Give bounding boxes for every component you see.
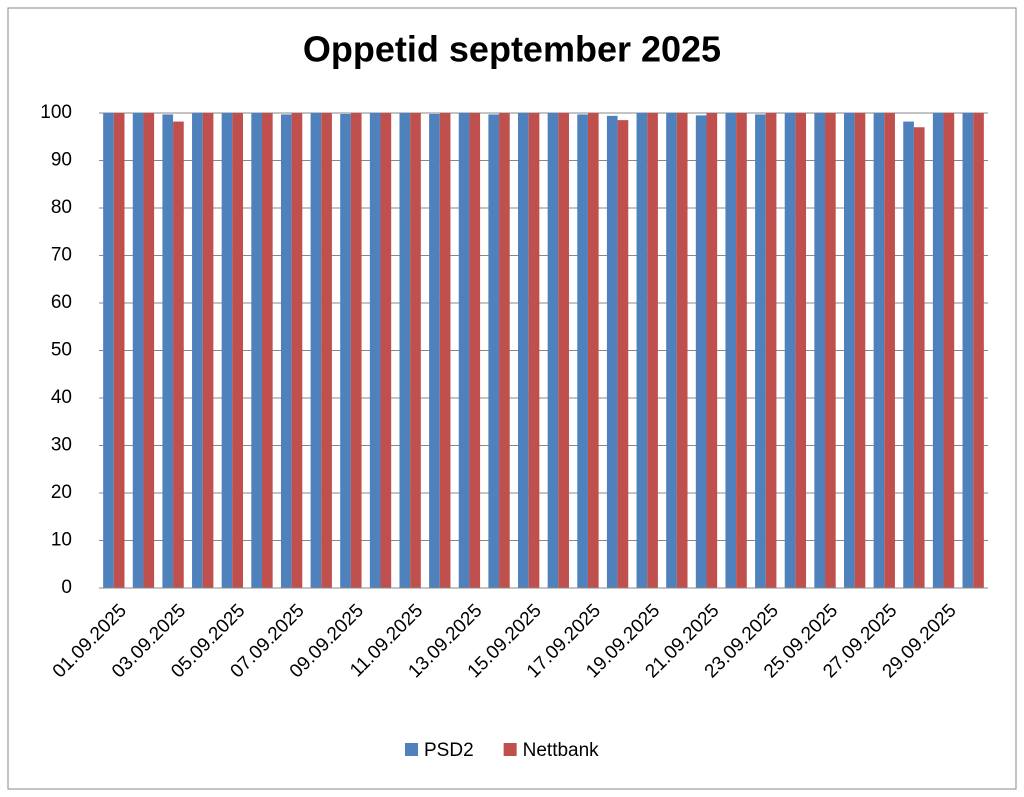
bar — [518, 113, 529, 588]
bar — [103, 113, 114, 588]
y-tick-label: 100 — [40, 102, 72, 123]
bar — [340, 113, 351, 588]
bar — [202, 113, 214, 588]
y-tick-label: 30 — [51, 435, 72, 456]
chart-title: Oppetid september 2025 — [303, 29, 721, 70]
bar — [162, 114, 174, 589]
bar — [488, 114, 500, 589]
bar — [399, 113, 411, 588]
bar — [458, 113, 470, 588]
bar — [843, 113, 855, 588]
bar — [280, 114, 292, 589]
bar — [606, 115, 618, 588]
y-tick-label: 80 — [51, 197, 72, 218]
bar — [784, 113, 796, 588]
bar — [725, 113, 737, 588]
bar — [973, 113, 984, 588]
bar — [873, 113, 885, 588]
legend-label: Nettbank — [523, 740, 600, 761]
y-tick-label: 40 — [51, 387, 72, 408]
bar — [469, 113, 481, 588]
y-tick-label: 70 — [51, 245, 72, 266]
bar — [943, 113, 955, 588]
bar — [251, 113, 262, 588]
y-tick-label: 50 — [51, 340, 72, 361]
bar — [232, 113, 244, 588]
bar — [814, 113, 826, 588]
bar — [755, 114, 766, 589]
bar — [617, 120, 629, 588]
bar — [192, 113, 203, 588]
bar — [577, 114, 588, 589]
y-tick-label: 20 — [51, 482, 72, 503]
bar — [913, 127, 925, 588]
bar — [173, 121, 184, 589]
legend-swatch — [405, 743, 418, 756]
bar — [439, 113, 451, 588]
bar — [695, 115, 707, 588]
bar — [547, 113, 559, 588]
legend-swatch — [503, 743, 517, 756]
legend-label: PSD2 — [424, 740, 474, 761]
bar — [380, 113, 392, 588]
bar — [291, 113, 303, 588]
bar — [647, 113, 658, 588]
bar — [795, 113, 807, 588]
bar — [261, 113, 273, 588]
bar — [765, 113, 777, 588]
bar — [676, 113, 688, 588]
y-tick-label: 0 — [61, 577, 72, 598]
y-tick-label: 60 — [51, 292, 72, 313]
bar — [410, 113, 421, 588]
bar — [636, 113, 648, 588]
bar — [429, 113, 440, 588]
bar — [221, 113, 233, 588]
bar — [321, 113, 332, 588]
y-tick-label: 90 — [51, 150, 72, 171]
bar — [706, 113, 718, 588]
bar — [666, 113, 677, 588]
bar — [736, 113, 747, 588]
bar — [962, 113, 974, 588]
bar — [884, 113, 895, 588]
bar — [825, 113, 836, 588]
bar — [132, 113, 144, 588]
bar — [350, 113, 362, 588]
bar — [369, 113, 381, 588]
bar — [143, 113, 155, 588]
bar — [903, 121, 914, 589]
bar — [310, 113, 322, 588]
bar — [932, 113, 944, 588]
bar — [528, 113, 540, 588]
bar — [854, 113, 866, 588]
bar — [499, 113, 510, 588]
bar — [587, 113, 599, 588]
bar — [558, 113, 569, 588]
y-tick-label: 10 — [51, 530, 72, 551]
bar — [113, 113, 125, 588]
